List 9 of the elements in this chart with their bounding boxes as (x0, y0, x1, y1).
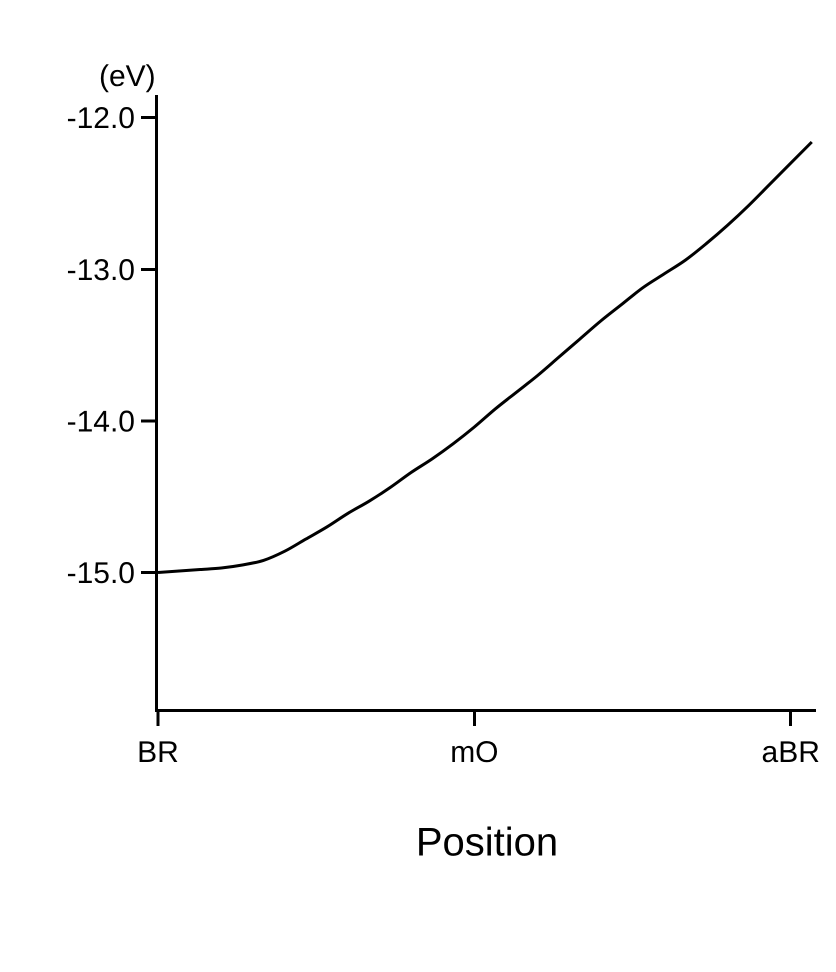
y-tick-label: -14.0 (66, 405, 135, 438)
x-tick-label: BR (137, 736, 179, 769)
y-tick-label: -12.0 (66, 102, 135, 136)
y-tick-label: -13.0 (66, 254, 135, 287)
x-axis-title: Position (416, 820, 558, 864)
x-tick-label: aBR (762, 736, 820, 769)
y-tick-label: -15.0 (66, 557, 135, 590)
y-axis-title: (eV) (99, 60, 156, 93)
x-tick-label: mO (450, 736, 499, 769)
